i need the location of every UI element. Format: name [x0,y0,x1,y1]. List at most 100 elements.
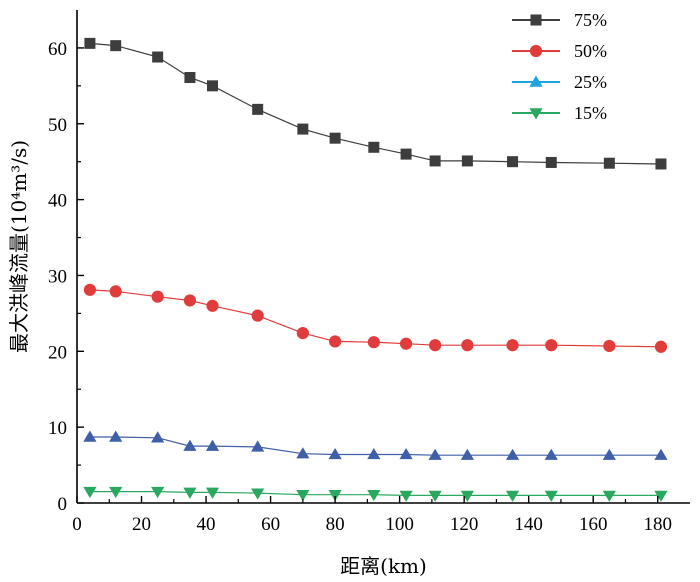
x-tick-label: 40 [197,514,216,535]
x-tick-label: 0 [72,514,82,535]
series-line-3 [89,491,661,496]
data-point [544,490,558,502]
data-point [251,309,264,322]
data-point [109,430,123,442]
data-point [368,141,380,153]
data-point [329,335,342,348]
data-point [183,294,197,307]
data-point [328,489,342,502]
data-point [460,490,474,502]
x-tick-label: 140 [514,514,543,535]
y-tick-label: 30 [48,266,67,287]
data-point [400,148,412,160]
data-point [296,327,309,340]
legend-label: 75% [574,10,607,30]
y-tick-label: 0 [58,494,68,515]
x-tick-label: 160 [579,514,608,535]
x-tick-label: 180 [643,514,672,535]
data-point [655,158,667,170]
y-tick-label: 40 [48,191,67,212]
data-point [545,339,558,352]
data-point [83,283,97,296]
data-point [654,448,668,460]
data-point [251,440,265,452]
data-point [603,339,616,353]
x-tick-label: 60 [261,514,280,535]
series-3 [83,486,668,502]
legend: 75% 50% 25% 15% [512,10,607,123]
data-point [83,430,97,442]
data-point [602,490,616,502]
data-point [367,489,381,502]
data-point [109,486,123,499]
data-point [428,448,442,460]
legend-marker [529,75,543,87]
data-point [152,51,164,63]
y-tick-label: 10 [48,418,67,439]
x-axis-title: 距离(km) [340,554,427,578]
data-point [507,156,519,168]
data-point [110,40,122,52]
legend-item-0: 75% [512,10,607,30]
data-point [654,490,668,502]
data-point [505,448,520,460]
data-point [296,447,310,459]
data-point [460,448,474,460]
data-point [506,339,519,352]
series-1 [83,283,668,353]
ticks-layer: 0 20 40 60 80 100 120 140 160 180 0 10 20 30 40 50 60 [48,39,672,535]
x-tick-label: 120 [450,514,479,535]
data-point [205,439,220,451]
axes-layer [76,10,690,504]
data-point [84,37,96,49]
legend-label: 50% [574,41,607,61]
data-point [184,72,196,84]
data-point [297,123,309,135]
legend-marker [530,14,542,26]
data-point [151,431,165,443]
data-point [151,486,165,499]
legend-item-1: 50% [512,41,607,61]
data-point [251,488,265,500]
data-point [545,156,557,168]
legend-item-2: 25% [512,72,607,92]
series-line-0 [89,42,662,165]
y-axis-title: 最大洪峰流量(10⁴m³/s) [7,140,31,353]
data-point [83,486,97,499]
series-line-2 [89,436,661,456]
data-point [654,340,668,353]
data-point [328,447,342,460]
legend-marker [529,44,543,58]
data-point [399,447,413,460]
data-point [428,490,442,502]
data-point [183,487,197,499]
data-point [109,285,122,298]
data-point [399,337,413,350]
data-point [461,339,474,352]
data-point [367,447,381,460]
legend-marker [529,108,543,120]
legend-label: 15% [574,103,607,123]
data-point [207,80,219,92]
data-point [461,155,473,167]
data-point [505,490,520,502]
data-point [367,336,380,349]
series-layer [83,37,668,502]
data-point [205,487,220,499]
data-point [429,339,442,352]
data-point [399,490,413,502]
data-point [252,103,264,115]
y-tick-label: 60 [48,39,67,60]
x-tick-label: 100 [385,514,414,535]
data-point [151,290,164,303]
data-point [329,132,341,144]
data-point [429,155,441,167]
series-2 [83,430,668,460]
data-point [296,489,310,502]
x-tick-label: 80 [326,514,345,535]
y-tick-label: 20 [48,342,67,363]
data-point [206,299,219,312]
series-line-1 [89,289,662,348]
x-tick-label: 20 [132,514,151,535]
